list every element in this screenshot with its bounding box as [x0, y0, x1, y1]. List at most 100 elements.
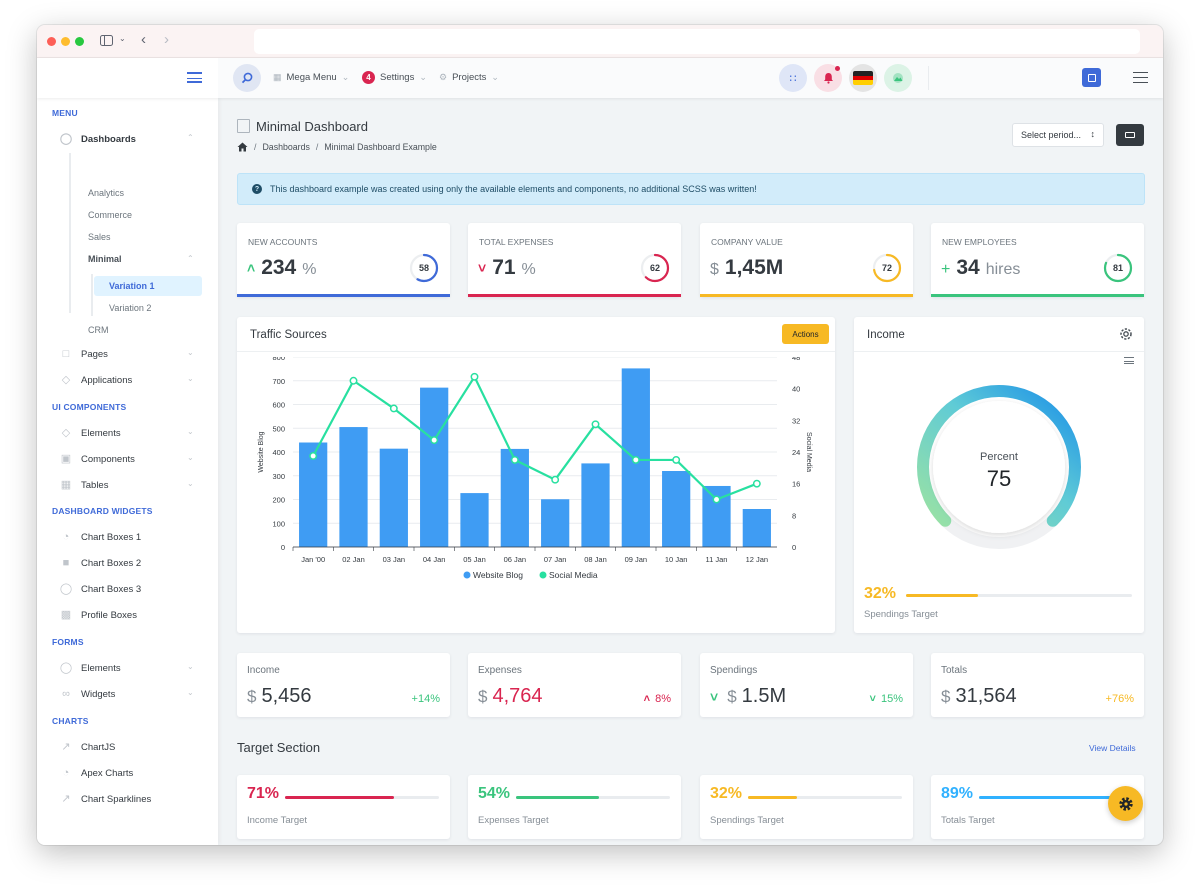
summary-change: +76%	[1106, 693, 1134, 705]
sidebar-item-apex-charts[interactable]: ◔ Apex Charts	[59, 767, 134, 779]
sidebar-item-chartjs[interactable]: ↗ ChartJS	[59, 741, 115, 753]
sidebar-item-chart-boxes-1[interactable]: ◔ Chart Boxes 1	[59, 531, 142, 543]
bar-website-blog[interactable]	[460, 493, 489, 547]
info-alert: ? This dashboard example was created usi…	[237, 173, 1145, 205]
breadcrumb-dashboards[interactable]: Dashboards	[262, 142, 310, 152]
sidebar-sub-analytics[interactable]: Analytics	[88, 188, 125, 198]
view-details-link[interactable]: View Details	[1089, 743, 1136, 753]
chevron-down-icon[interactable]: ⌄	[187, 453, 194, 462]
bar-website-blog[interactable]	[339, 427, 368, 547]
toggle-button[interactable]	[1116, 124, 1144, 146]
sidebar-item-profile-boxes[interactable]: ▩ Profile Boxes	[59, 609, 137, 621]
sidebar-sub-variation-2[interactable]: Variation 2	[109, 303, 152, 313]
stat-accent-bar	[237, 294, 450, 297]
point-social-media[interactable]	[752, 479, 761, 488]
point-social-media[interactable]	[349, 376, 358, 385]
ring-value: 81	[1112, 263, 1123, 273]
car-icon: ▣	[60, 453, 72, 465]
point-social-media[interactable]	[551, 475, 560, 484]
gauge-progress-arc	[917, 385, 1081, 527]
actions-button[interactable]: Actions	[782, 324, 829, 344]
mega-menu-nav[interactable]: ▦ Mega Menu ⌄	[273, 72, 349, 83]
sidebar-sub-crm[interactable]: CRM	[88, 325, 109, 335]
y-tick-label: 200	[272, 496, 285, 505]
chevron-down-icon[interactable]: ⌄	[187, 479, 194, 488]
legend-label-website-blog[interactable]: Website Blog	[473, 570, 523, 580]
sidebar-item-chart-sparklines[interactable]: ↗ Chart Sparklines	[59, 793, 151, 805]
period-select[interactable]: Select period... ↕	[1012, 123, 1104, 147]
status-button[interactable]	[884, 64, 912, 92]
projects-nav[interactable]: ⚙ Projects ⌄	[439, 72, 499, 83]
point-social-media[interactable]	[430, 436, 439, 445]
point-social-media[interactable]	[510, 455, 519, 464]
chevron-down-icon[interactable]: ⌄	[119, 34, 126, 43]
apps-grid-button[interactable]: ∷	[779, 64, 807, 92]
point-social-media[interactable]	[591, 420, 600, 429]
summary-change-value: 15%	[880, 693, 903, 705]
home-icon[interactable]	[237, 142, 248, 152]
sidebar-item-chart-boxes-2[interactable]: ■ Chart Boxes 2	[59, 557, 142, 569]
globe-icon: ◯	[59, 583, 73, 595]
stat-value-row: ˅ 71%	[478, 256, 536, 280]
target-card: 54% Expenses Target	[468, 775, 681, 839]
bar-website-blog[interactable]	[581, 463, 610, 547]
bar-website-blog[interactable]	[420, 387, 449, 547]
sidebar-item-elements[interactable]: ◇ Elements	[59, 427, 121, 439]
chevron-down-icon[interactable]: ⌄	[187, 427, 194, 436]
ring-value: 58	[418, 263, 429, 273]
language-button[interactable]	[849, 64, 877, 92]
sidebar-menu-icon[interactable]	[187, 72, 202, 83]
sidebar-item-tables[interactable]: ▦ Tables	[59, 479, 109, 491]
right-menu-icon[interactable]	[1133, 72, 1148, 83]
chevron-down-icon[interactable]: ⌄	[187, 688, 194, 697]
sidebar-toggle-icon[interactable]	[100, 34, 113, 49]
target-fill	[748, 796, 798, 799]
maximize-window-dot[interactable]	[75, 37, 84, 46]
minimize-window-dot[interactable]	[61, 37, 70, 46]
point-social-media[interactable]	[631, 455, 640, 464]
card-header-divider	[237, 351, 835, 352]
sidebar-item-applications[interactable]: ◇ Applications	[59, 374, 132, 386]
bar-website-blog[interactable]	[379, 448, 408, 547]
bar-website-blog[interactable]	[299, 442, 328, 548]
sidebar-item-components[interactable]: ▣ Components	[59, 453, 135, 465]
settings-nav[interactable]: 4 Settings ⌄	[362, 71, 427, 84]
forward-arrow-icon[interactable]: ›	[164, 31, 169, 48]
bar-website-blog[interactable]	[541, 499, 570, 547]
sidebar-item-widgets[interactable]: ∞ Widgets	[59, 688, 115, 700]
sidebar-sub-minimal[interactable]: Minimal	[88, 254, 122, 264]
chevron-down-icon[interactable]: ⌄	[187, 374, 194, 383]
y-tick-label: 500	[272, 424, 285, 433]
sidebar-sub-variation-1[interactable]: Variation 1	[94, 276, 202, 296]
sidebar-item-form-elements[interactable]: ◯ Elements	[59, 662, 121, 674]
sidebar-item-dashboards[interactable]: ◯ Dashboards	[59, 133, 136, 145]
chevron-up-icon[interactable]: ⌃	[187, 133, 194, 142]
legend-label-social-media[interactable]: Social Media	[549, 570, 598, 580]
chevron-up-icon[interactable]: ⌃	[187, 254, 194, 263]
settings-badge: 4	[362, 71, 375, 84]
settings-fab-button[interactable]	[1108, 786, 1143, 821]
back-arrow-icon[interactable]: ‹	[141, 31, 146, 48]
settings-gear-icon[interactable]	[1119, 327, 1133, 341]
chart-menu-icon[interactable]	[1124, 357, 1134, 364]
url-bar[interactable]	[254, 29, 1140, 54]
point-social-media[interactable]	[309, 452, 318, 460]
sidebar-sub-commerce[interactable]: Commerce	[88, 210, 133, 220]
point-social-media[interactable]	[470, 372, 479, 381]
user-avatar-button[interactable]	[1082, 68, 1101, 87]
search-button[interactable]	[233, 64, 261, 92]
app-window: ⌄ ‹ › ▦ Mega Menu ⌄ 4 Settings ⌄ ⚙ Proje…	[37, 25, 1163, 845]
notifications-button[interactable]	[814, 64, 842, 92]
sidebar-item-pages[interactable]: □ Pages	[59, 348, 108, 360]
bar-website-blog[interactable]	[662, 471, 691, 547]
point-social-media[interactable]	[712, 495, 721, 504]
summary-change-value: +14%	[411, 693, 440, 705]
close-window-dot[interactable]	[47, 37, 56, 46]
sidebar-item-chart-boxes-3[interactable]: ◯ Chart Boxes 3	[59, 583, 141, 595]
point-social-media[interactable]	[672, 455, 681, 464]
chevron-down-icon[interactable]: ⌄	[187, 662, 194, 671]
sidebar-sub-sales[interactable]: Sales	[88, 232, 111, 242]
point-social-media[interactable]	[389, 404, 398, 413]
chevron-down-icon[interactable]: ⌄	[187, 348, 194, 357]
bar-website-blog[interactable]	[742, 509, 771, 547]
